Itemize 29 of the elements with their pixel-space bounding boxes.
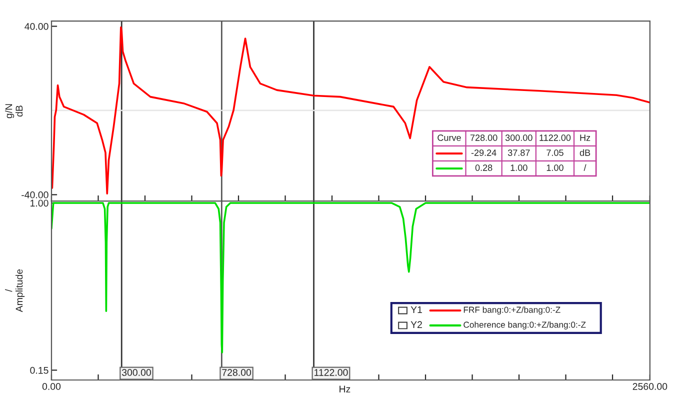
annotation: -29.24 xyxy=(471,150,496,156)
annotation: / xyxy=(584,164,586,171)
annotation: 1122.00 xyxy=(540,134,571,141)
annotation: 0.28 xyxy=(475,164,492,171)
annotation: dB xyxy=(580,149,590,156)
annotation: Curve xyxy=(438,134,461,141)
ref-line-label: 300.00 xyxy=(122,369,151,376)
annotation: 300.00 xyxy=(505,134,532,141)
annotation: Y1 xyxy=(410,306,422,314)
legend-label: Coherence bang:0:+Z/bang:0:-Z xyxy=(464,321,586,330)
annotation: Hz xyxy=(580,134,590,141)
y-tick-label: 40.00 xyxy=(24,23,48,30)
y-tick-label: -40.00 xyxy=(22,191,48,198)
annotation: 7.05 xyxy=(546,150,564,156)
legend-label: FRF bang:0:+Z/bang:0:-Z xyxy=(464,306,560,315)
annotation: 728.00 xyxy=(470,134,498,141)
y-axis-title: / Amplitude xyxy=(5,269,25,312)
ref-line-label: 728.00 xyxy=(222,369,252,376)
annotation: 1.00 xyxy=(510,164,528,171)
x-axis-title: Hz xyxy=(340,386,350,392)
annotation: 37.87 xyxy=(508,150,530,156)
x-tick-label: 0.00 xyxy=(42,383,61,390)
y-axis-title: g/N dB xyxy=(5,104,23,118)
ref-line-label: 1122.00 xyxy=(314,369,348,376)
annotation: Y2 xyxy=(410,321,422,328)
annotation: 1.00 xyxy=(546,164,564,171)
x-tick-label: 2560.00 xyxy=(632,383,668,390)
y-tick-label: 1.00 xyxy=(30,200,48,207)
y-tick-label: 0.15 xyxy=(30,366,48,374)
